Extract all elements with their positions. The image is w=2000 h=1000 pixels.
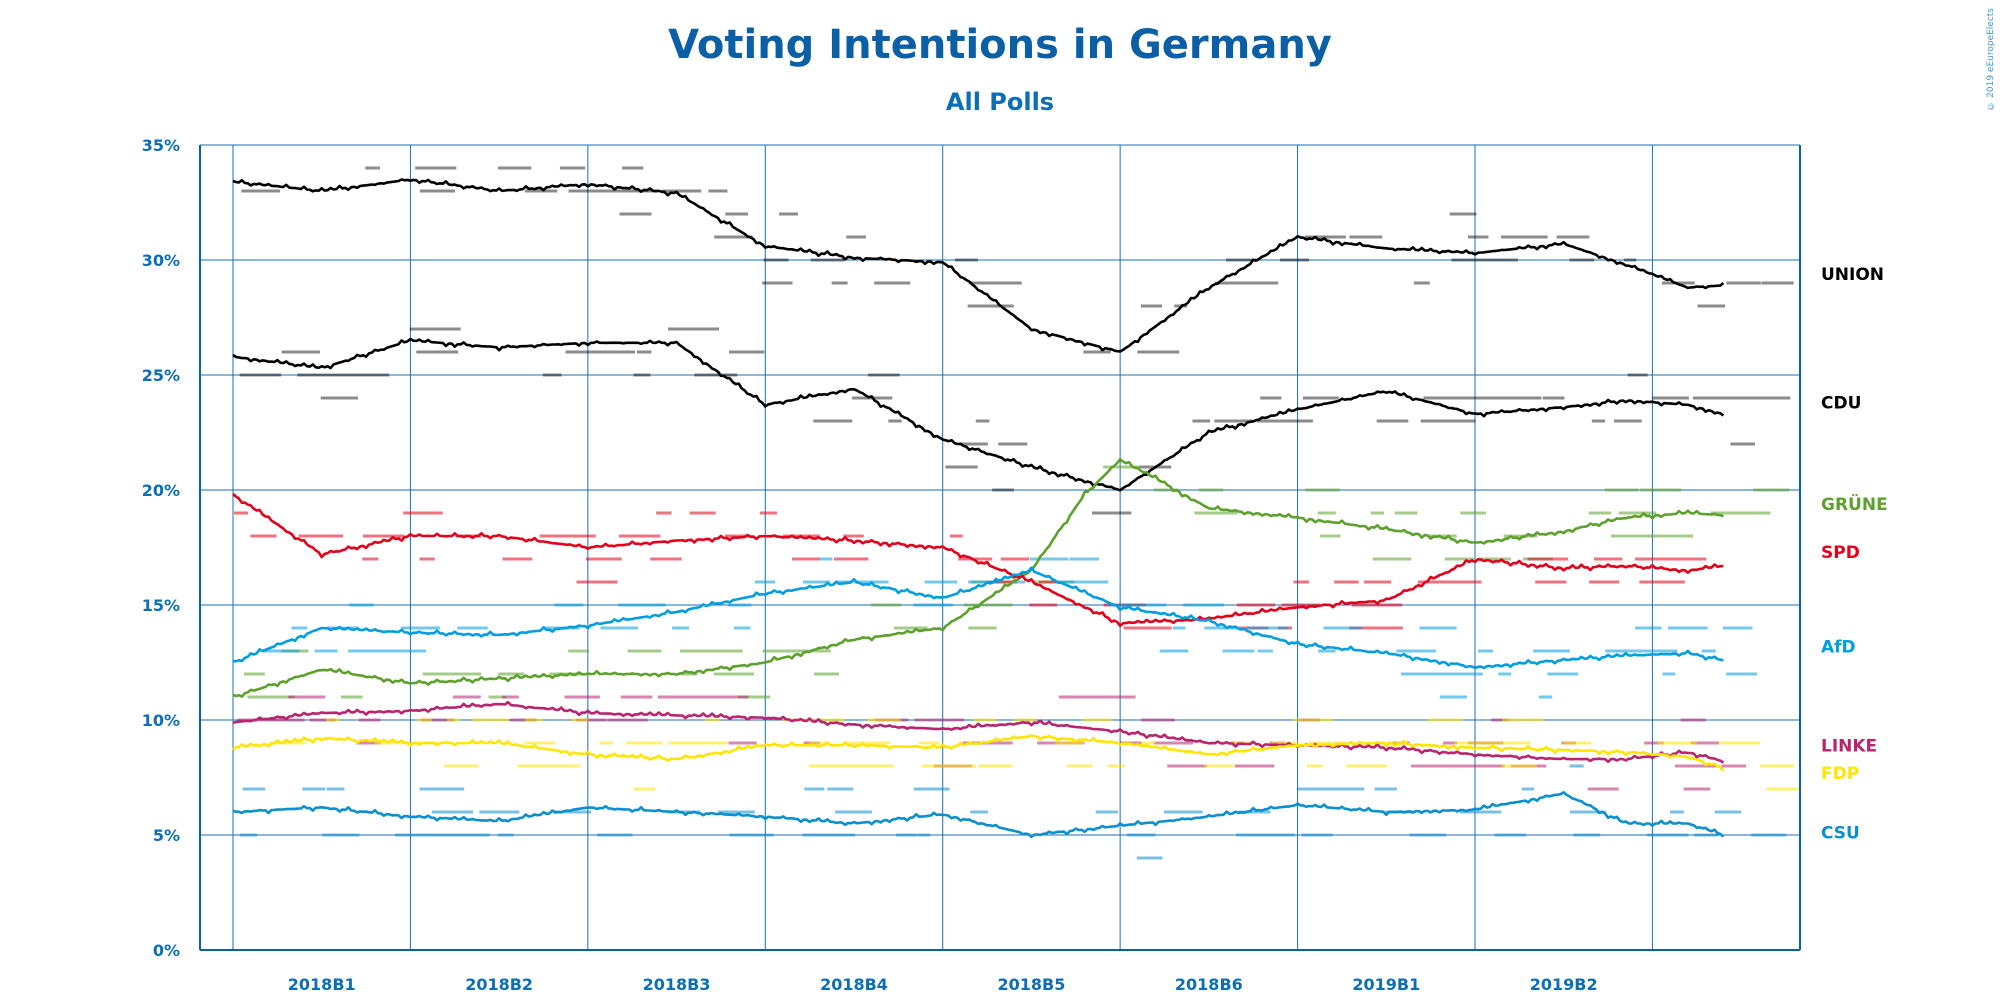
series-label-grüne: GRÜNE <box>1821 493 1888 515</box>
y-tick-label: 25% <box>142 366 180 385</box>
trend-line-csu <box>232 791 1725 839</box>
trend-line-linke <box>232 700 1725 764</box>
y-tick-label: 35% <box>142 136 180 155</box>
chart-grid <box>200 144 1800 950</box>
series-label-afd: AfD <box>1821 637 1856 657</box>
chart-title: Voting Intentions in Germany <box>668 22 1332 68</box>
y-tick-label: 5% <box>153 826 180 845</box>
poll-points <box>234 166 1800 860</box>
series-label-union: UNION <box>1821 265 1884 285</box>
polls-cdu <box>239 327 1791 515</box>
chart-subtitle: All Polls <box>945 88 1055 116</box>
x-tick-label: 2018B3 <box>643 975 711 994</box>
series-label-linke: LINKE <box>1821 736 1877 756</box>
polls-union <box>241 166 1794 354</box>
x-tick-label: 2019B1 <box>1352 975 1420 994</box>
trend-line-grüne <box>232 458 1724 698</box>
x-tick-label: 2018B4 <box>820 975 888 994</box>
x-tick-label: 2018B1 <box>288 975 356 994</box>
series-label-csu: CSU <box>1821 824 1860 844</box>
chart-axes: 0% 5% 10% 15% 20% 25% 30% 35% 2018B1 2018B2 2018B3… <box>142 136 1801 994</box>
trend-line-spd <box>232 492 1724 628</box>
trend-lines <box>232 178 1725 839</box>
trend-line-afd <box>232 566 1724 670</box>
trend-line-cdu <box>232 337 1725 492</box>
series-label-cdu: CDU <box>1821 394 1861 414</box>
y-tick-label: 30% <box>142 251 180 270</box>
y-tick-label: 0% <box>153 941 180 960</box>
x-tick-label: 2018B6 <box>1175 975 1243 994</box>
series-label-fdp: FDP <box>1821 764 1859 784</box>
trend-line-fdp <box>232 734 1725 772</box>
x-tick-label: 2018B5 <box>997 975 1065 994</box>
series-label-spd: SPD <box>1821 543 1860 563</box>
y-tick-label: 15% <box>142 596 180 615</box>
series-labels: UNION CDU GRÜNE SPD AfD LINKE FDP CSU <box>1821 265 1888 844</box>
polls-afd <box>263 557 1757 699</box>
trend-line-union <box>232 178 1725 353</box>
x-tick-label: 2018B2 <box>465 975 533 994</box>
y-tick-label: 10% <box>142 711 180 730</box>
polls-spd <box>234 511 1707 630</box>
polls-csu <box>239 764 1787 860</box>
x-tick-label: 2019B2 <box>1530 975 1598 994</box>
y-tick-label: 20% <box>142 481 180 500</box>
polls-fdp <box>269 718 1800 791</box>
